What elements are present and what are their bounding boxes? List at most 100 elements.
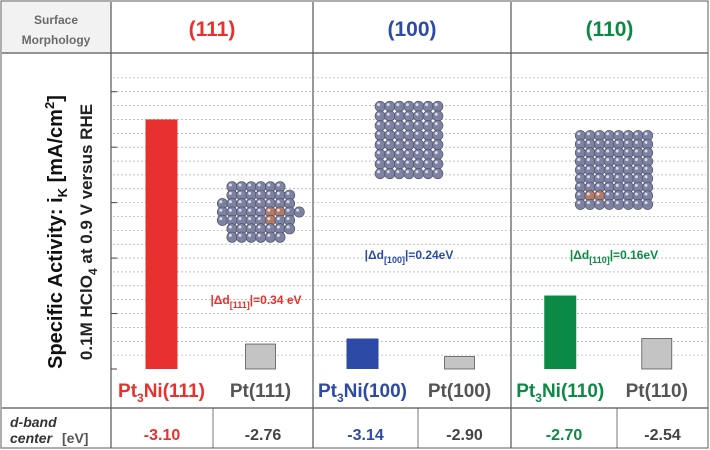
atom-highlight (586, 132, 590, 136)
atom-highlight (377, 103, 381, 107)
atom-highlight (415, 141, 419, 145)
category-label: Pt3Ni(100) (318, 381, 407, 405)
atom-highlight (644, 192, 648, 196)
atom-highlight (415, 122, 419, 126)
atom (393, 139, 405, 151)
atom-highlight (405, 122, 409, 126)
atom-highlight (386, 112, 390, 116)
atom-cluster-100 (374, 100, 444, 180)
atom-highlight (238, 208, 242, 212)
atom-highlight (625, 149, 629, 153)
atom-highlight (248, 191, 252, 195)
atom (384, 120, 396, 132)
atom-highlight (415, 112, 419, 116)
atom (413, 158, 425, 170)
atom (403, 139, 415, 151)
atom-highlight (405, 170, 409, 174)
atom-highlight (257, 233, 261, 237)
atom-highlight (415, 103, 419, 107)
atom-highlight (415, 160, 419, 164)
atom-highlight (606, 166, 610, 170)
atom-highlight (276, 200, 280, 204)
atom-highlight (267, 217, 271, 221)
atom-highlight (577, 149, 581, 153)
atom-highlight (634, 132, 638, 136)
atom-highlight (434, 103, 438, 107)
atom-highlight (615, 132, 619, 136)
atom-highlight (228, 191, 232, 195)
atom-highlight (219, 208, 223, 212)
atom-highlight (577, 175, 581, 179)
atom-highlight (228, 183, 232, 187)
atom-highlight (615, 140, 619, 144)
atom (403, 110, 415, 122)
category-label: Pt3Ni(111) (118, 381, 205, 405)
atom-highlight (415, 131, 419, 135)
atom (432, 148, 444, 160)
atom-highlight (644, 183, 648, 187)
atom-highlight (606, 132, 610, 136)
atom (584, 198, 596, 210)
atom-highlight (596, 201, 600, 205)
atom (374, 148, 386, 160)
atom-highlight (596, 192, 600, 196)
atom-highlight (257, 225, 261, 229)
y-axis-label: Specific Activity: iK [mA/cm2] 0.1M HClO… (42, 95, 100, 369)
atom (236, 231, 248, 243)
dband-value: -2.70 (546, 427, 583, 444)
atom (403, 168, 415, 180)
atom-highlight (644, 166, 648, 170)
atom-highlight (615, 175, 619, 179)
atom-highlight (586, 201, 590, 205)
bar-pt3ni100 (346, 338, 379, 369)
atom (393, 158, 405, 170)
atom-highlight (257, 217, 261, 221)
atom-highlight (377, 170, 381, 174)
atom (374, 158, 386, 170)
delta-d-annotation: |Δd[111]|=0.34 eV (210, 293, 301, 310)
y-axis-title: Specific Activity: iK [mA/cm2] (42, 95, 70, 369)
atom-highlight (219, 217, 223, 221)
atom-highlight (267, 225, 271, 229)
atom-highlight (377, 122, 381, 126)
atom-highlight (257, 191, 261, 195)
atom-highlight (276, 208, 280, 212)
atom (432, 168, 444, 180)
atom-highlight (634, 183, 638, 187)
atom-highlight (396, 131, 400, 135)
atom-highlight (434, 151, 438, 155)
atom-highlight (625, 175, 629, 179)
facet-0: (111) Pt3Ni(111) -3.10 Pt(111) -2.76 |Δd[111]… (118, 18, 302, 444)
atom (393, 110, 405, 122)
atom (422, 110, 434, 122)
atom (374, 110, 386, 122)
atom-highlight (238, 183, 242, 187)
atom-highlight (286, 191, 290, 195)
atom-highlight (634, 201, 638, 205)
atom-cluster-110 (574, 130, 654, 210)
atom-highlight (405, 112, 409, 116)
atom-highlight (644, 158, 648, 162)
atom-highlight (425, 112, 429, 116)
atom-highlight (644, 201, 648, 205)
atom (384, 148, 396, 160)
atom-highlight (434, 131, 438, 135)
atom-highlight (596, 183, 600, 187)
atom-highlight (396, 103, 400, 107)
dband-value: -2.90 (446, 427, 483, 444)
atom (422, 139, 434, 151)
atom-highlight (644, 140, 648, 144)
atom-cluster-111 (216, 181, 305, 243)
atom (245, 231, 257, 243)
atom-highlight (257, 208, 261, 212)
atom-highlight (228, 217, 232, 221)
atom (413, 110, 425, 122)
atom-highlight (228, 233, 232, 237)
atom-highlight (405, 131, 409, 135)
atom-highlight (276, 225, 280, 229)
atom-highlight (219, 200, 223, 204)
atom-highlight (257, 183, 261, 187)
atom (374, 129, 386, 141)
atom-highlight (386, 103, 390, 107)
